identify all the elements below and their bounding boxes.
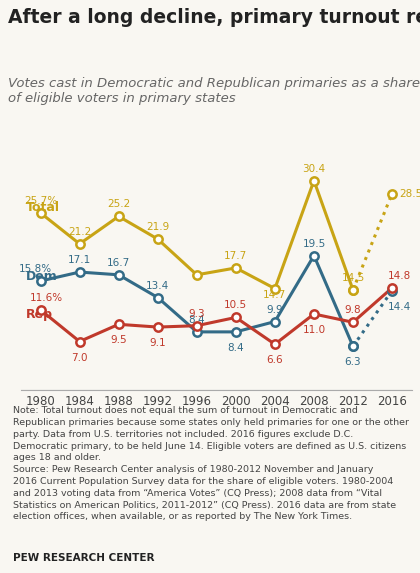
Text: 9.1: 9.1 <box>150 338 166 348</box>
Text: 7.0: 7.0 <box>71 352 88 363</box>
Text: Total: Total <box>26 201 60 214</box>
Text: 6.3: 6.3 <box>345 358 361 367</box>
Text: 28.5: 28.5 <box>399 189 420 199</box>
Text: 14.4: 14.4 <box>387 302 411 312</box>
Text: 9.9: 9.9 <box>267 305 283 315</box>
Text: 21.9: 21.9 <box>146 222 169 232</box>
Text: 11.0: 11.0 <box>302 325 326 335</box>
Text: 10.5: 10.5 <box>224 300 247 311</box>
Text: 9.3: 9.3 <box>189 309 205 319</box>
Text: 9.5: 9.5 <box>110 335 127 346</box>
Text: 21.2: 21.2 <box>68 227 91 237</box>
Text: PEW RESEARCH CENTER: PEW RESEARCH CENTER <box>13 553 154 563</box>
Text: After a long decline, primary turnout rebounds: After a long decline, primary turnout re… <box>8 8 420 27</box>
Text: 14.5: 14.5 <box>341 273 365 283</box>
Text: Rep: Rep <box>26 308 53 320</box>
Text: 19.5: 19.5 <box>302 238 326 249</box>
Text: 14.8: 14.8 <box>387 271 411 281</box>
Text: Note: Total turnout does not equal the sum of turnout in Democratic and
Republic: Note: Total turnout does not equal the s… <box>13 406 409 521</box>
Text: 13.4: 13.4 <box>146 281 169 291</box>
Text: 8.4: 8.4 <box>189 315 205 325</box>
Text: 16.7: 16.7 <box>107 258 130 268</box>
Text: 17.1: 17.1 <box>68 255 91 265</box>
Text: 9.8: 9.8 <box>345 305 361 315</box>
Text: Dem: Dem <box>26 270 58 282</box>
Text: 14.7: 14.7 <box>263 290 286 300</box>
Text: 11.6%: 11.6% <box>29 293 63 303</box>
Text: 25.7%: 25.7% <box>24 196 57 206</box>
Text: 25.2: 25.2 <box>107 199 130 209</box>
Text: 15.8%: 15.8% <box>18 264 52 274</box>
Text: Votes cast in Democratic and Republican primaries as a share
of eligible voters : Votes cast in Democratic and Republican … <box>8 77 420 105</box>
Text: 6.6: 6.6 <box>267 355 283 366</box>
Text: 30.4: 30.4 <box>302 164 326 174</box>
Text: 17.7: 17.7 <box>224 251 247 261</box>
Text: 8.4: 8.4 <box>228 343 244 353</box>
